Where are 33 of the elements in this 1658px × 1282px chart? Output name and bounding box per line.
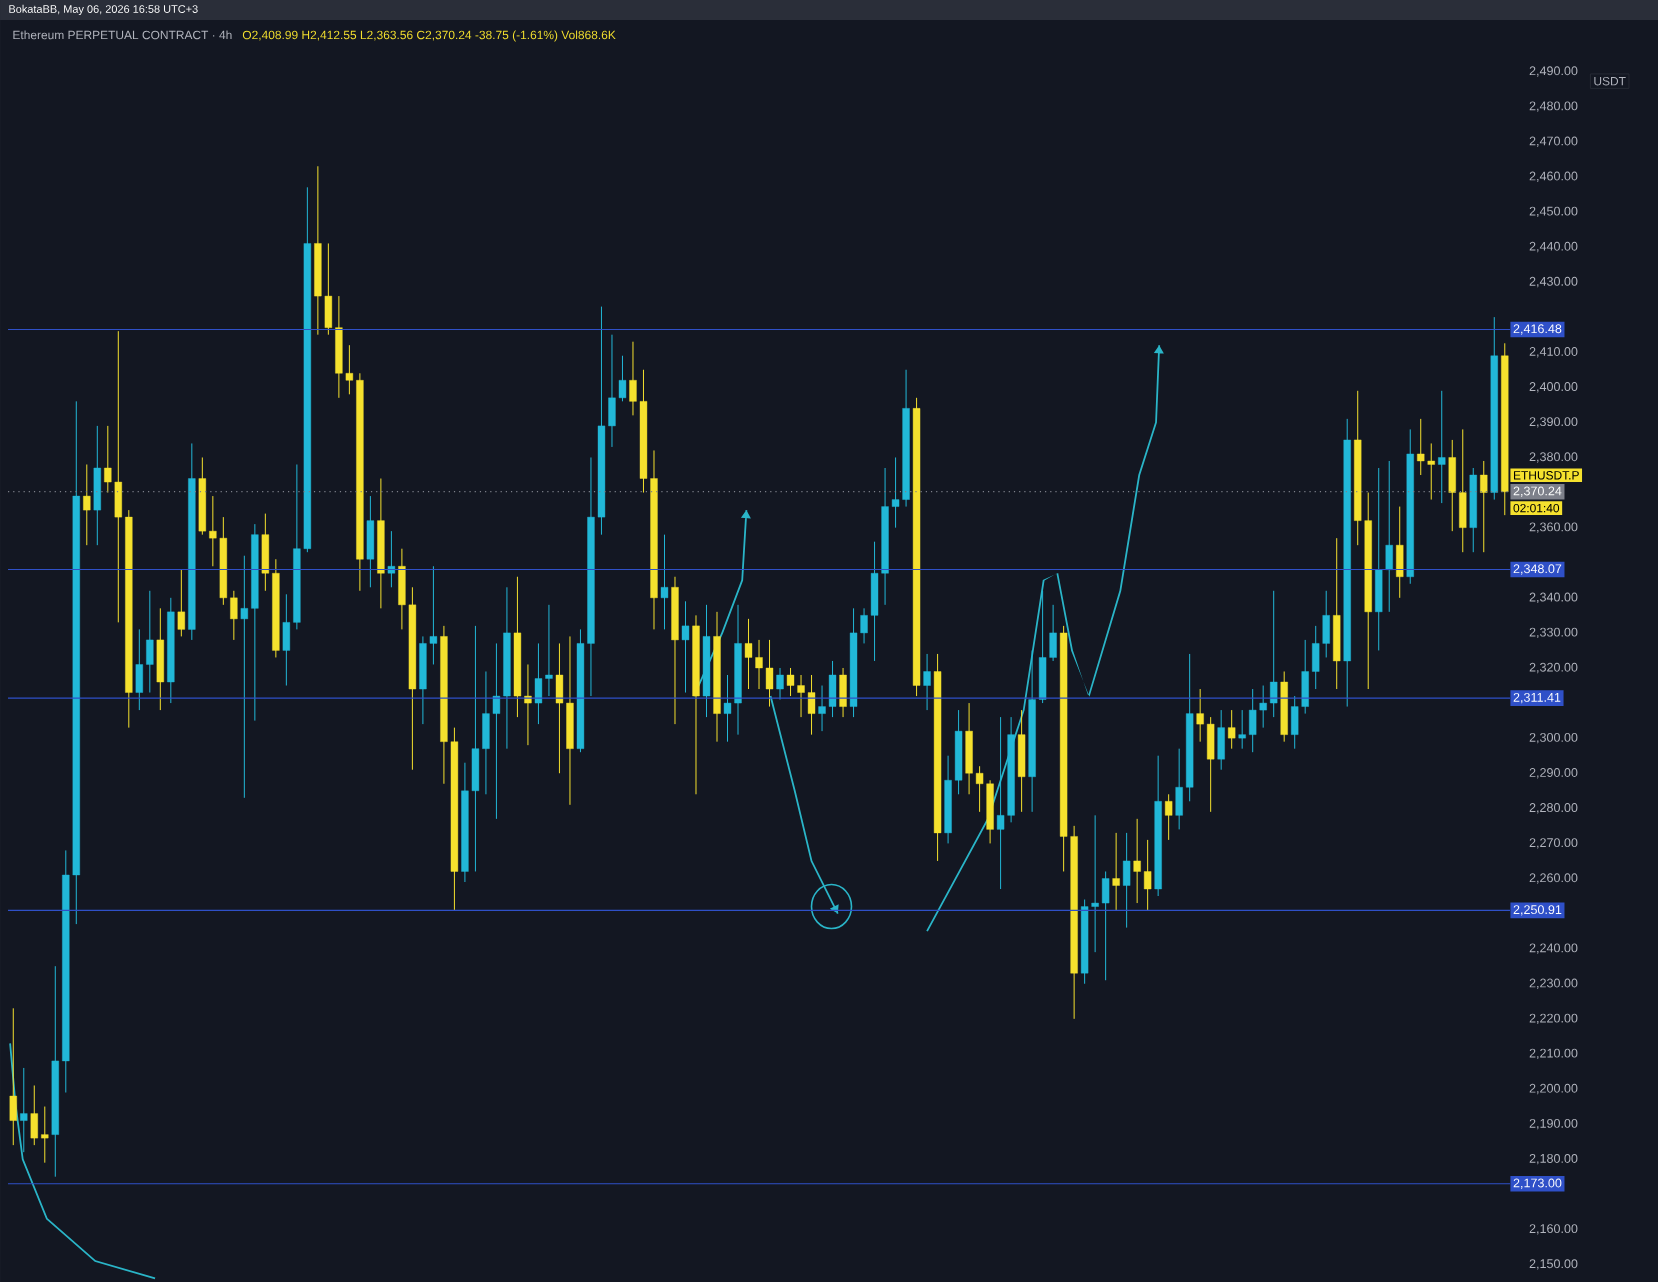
candlestick [1396, 506, 1404, 599]
candlestick [1228, 709, 1236, 750]
candlestick [177, 569, 185, 637]
candlestick [1333, 537, 1341, 690]
candlestick [702, 604, 711, 718]
candlestick [933, 653, 942, 862]
candlestick [1122, 832, 1131, 929]
candlestick [1385, 460, 1393, 613]
candlestick [681, 600, 690, 694]
candlestick [1406, 428, 1414, 585]
candlestick [1154, 755, 1162, 897]
candlestick [1480, 460, 1488, 553]
candlestick [1375, 467, 1383, 651]
candlestick [1164, 793, 1173, 841]
candlestick [1438, 390, 1446, 504]
candlestick [83, 463, 91, 546]
candlestick [1469, 467, 1477, 553]
candlestick [188, 442, 196, 641]
candlestick [366, 495, 375, 588]
candlestick [156, 607, 164, 711]
candlestick [9, 1007, 17, 1146]
candlestick [387, 530, 396, 588]
candlestick [1217, 709, 1225, 771]
candlestick [660, 534, 669, 630]
candlestick [1490, 316, 1498, 501]
candlestick [20, 1067, 28, 1153]
candlestick [776, 667, 784, 701]
candlestick [93, 425, 101, 546]
candlestick [1343, 418, 1351, 708]
candlestick [167, 597, 175, 704]
candlestick [912, 397, 921, 697]
candlestick [1280, 670, 1288, 743]
candlestick [1017, 709, 1026, 813]
